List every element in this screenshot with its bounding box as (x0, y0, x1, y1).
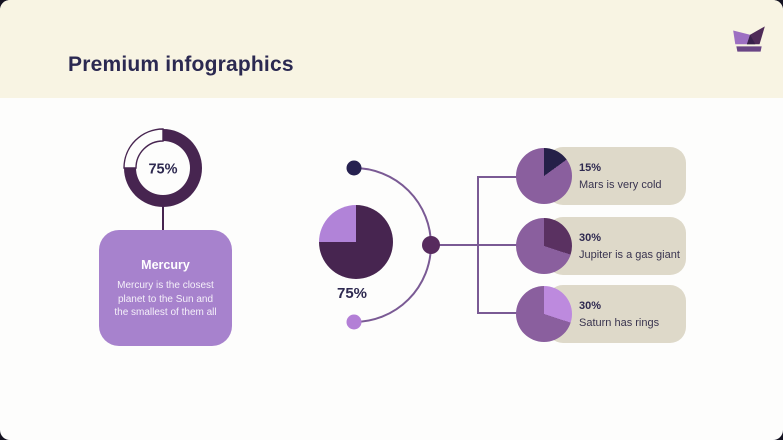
donut-card-connector (162, 206, 164, 231)
arc-dot-middle (422, 236, 440, 254)
arc-dot-bottom (346, 314, 362, 330)
center-pie-percent: 75% (337, 285, 368, 302)
info-box-jupiter: 30% Jupiter is a gas giant (547, 217, 686, 275)
page-title: Premium infographics (68, 53, 294, 76)
saturn-pie-chart (516, 286, 572, 342)
arc-dot-top (346, 160, 362, 176)
donut-chart: 75% (123, 128, 202, 207)
donut-empty-arc (123, 128, 164, 169)
crown-icon (733, 26, 765, 52)
mercury-card-description: Mercury is the closest planet to the Sun… (114, 280, 217, 318)
mars-pie-chart (516, 148, 572, 204)
jupiter-percent: 30% (579, 231, 602, 244)
mars-label: Mars is very cold (579, 178, 662, 191)
donut-percent-label: 75% (148, 162, 177, 178)
jupiter-pie-chart (516, 218, 572, 274)
saturn-percent: 30% (579, 299, 602, 312)
mercury-card-title: Mercury (141, 258, 190, 272)
saturn-label: Saturn has rings (579, 316, 660, 329)
header-band: Premium infographics (0, 0, 783, 98)
mercury-card: Mercury Mercury is the closest planet to… (99, 230, 232, 346)
connector-line-branches (477, 176, 521, 314)
center-pie-chart (319, 205, 393, 279)
mars-percent: 15% (579, 161, 602, 174)
donut-filled-arc (124, 129, 202, 207)
jupiter-label: Jupiter is a gas giant (579, 248, 680, 261)
